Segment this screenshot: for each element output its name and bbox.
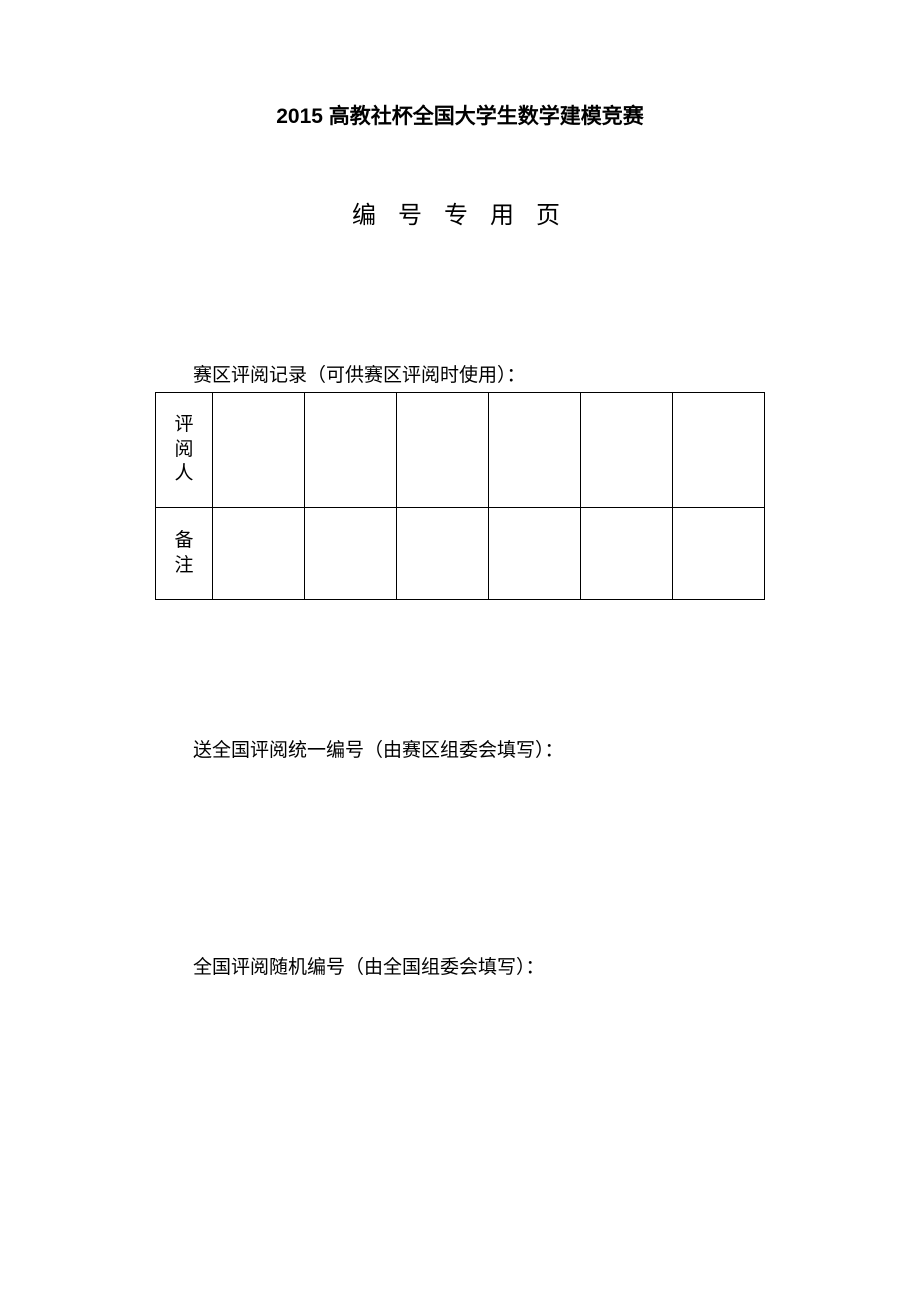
row-header-reviewer: 评 阅 人: [156, 393, 213, 508]
review-table: 评 阅 人 备 注: [155, 392, 765, 600]
table-cell: [397, 508, 489, 600]
table-row: 备 注: [156, 508, 765, 600]
national-review-number-label: 送全国评阅统一编号（由赛区组委会填写）：: [193, 735, 765, 762]
table-cell: [489, 508, 581, 600]
table-cell: [581, 393, 673, 508]
national-random-number-label: 全国评阅随机编号（由全国组委会填写）：: [193, 952, 765, 979]
table-cell: [489, 393, 581, 508]
table-cell: [673, 508, 765, 600]
page-subtitle: 编 号 专 用 页: [155, 195, 765, 230]
table-cell: [581, 508, 673, 600]
table-cell: [305, 508, 397, 600]
page-title: 2015 高教社杯全国大学生数学建模竞赛: [155, 100, 765, 130]
table-label: 赛区评阅记录（可供赛区评阅时使用）：: [193, 360, 765, 387]
page-container: 2015 高教社杯全国大学生数学建模竞赛 编 号 专 用 页 赛区评阅记录（可供…: [0, 0, 920, 979]
table-row: 评 阅 人: [156, 393, 765, 508]
table-cell: [213, 508, 305, 600]
row-header-remarks: 备 注: [156, 508, 213, 600]
table-cell: [673, 393, 765, 508]
table-cell: [213, 393, 305, 508]
table-cell: [397, 393, 489, 508]
table-cell: [305, 393, 397, 508]
